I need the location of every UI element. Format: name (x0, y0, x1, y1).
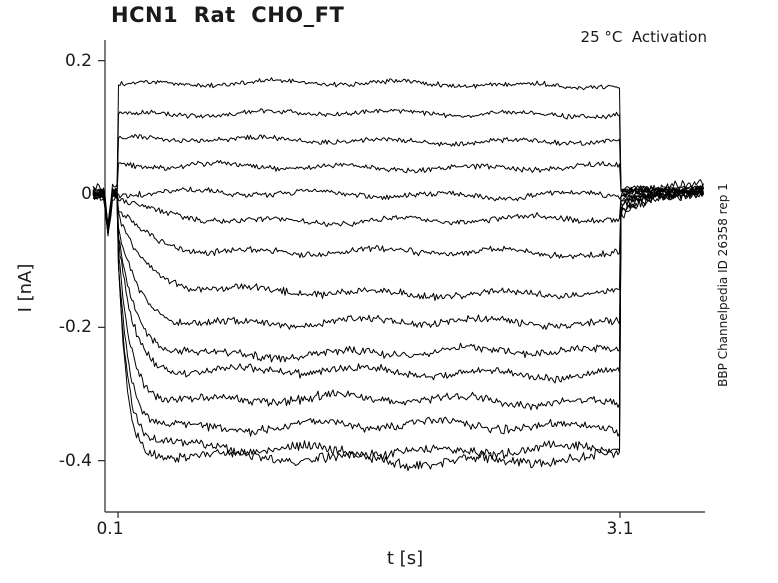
current-trace-2 (92, 133, 704, 232)
current-trace-11 (92, 185, 704, 411)
current-trace-6 (93, 189, 704, 260)
chart-title: HCN1 Rat CHO_FT (111, 3, 345, 27)
current-trace-4 (92, 185, 704, 234)
x-axis-label: t [s] (386, 548, 424, 569)
current-trace-8 (92, 190, 704, 330)
y-tick-label-neg0.2: -0.2 (58, 317, 92, 337)
current-trace-9 (92, 186, 704, 363)
channelpedia-id-watermark: BBP Channelpedia ID 26358 rep 1 (716, 183, 730, 387)
current-trace-14 (92, 183, 704, 472)
current-trace-13 (92, 179, 704, 461)
y-axis-label: I [nA] (15, 263, 36, 313)
current-trace-3 (92, 160, 704, 229)
y-tick-label-0: 0 (81, 184, 92, 204)
x-tick-label-3.1: 3.1 (606, 519, 634, 539)
current-trace-12 (92, 185, 704, 437)
x-tick-label-0.1: 0.1 (96, 519, 124, 539)
current-trace-10 (92, 188, 704, 384)
current-trace-0 (92, 77, 704, 234)
current-trace-5 (92, 184, 704, 235)
current-trace-1 (92, 108, 704, 234)
y-tick-label-0.2: 0.2 (64, 51, 92, 71)
y-tick-label-neg0.4: -0.4 (58, 451, 92, 471)
current-trace-7 (92, 187, 704, 301)
temperature-protocol-annotation: 25 °C Activation (580, 28, 707, 46)
